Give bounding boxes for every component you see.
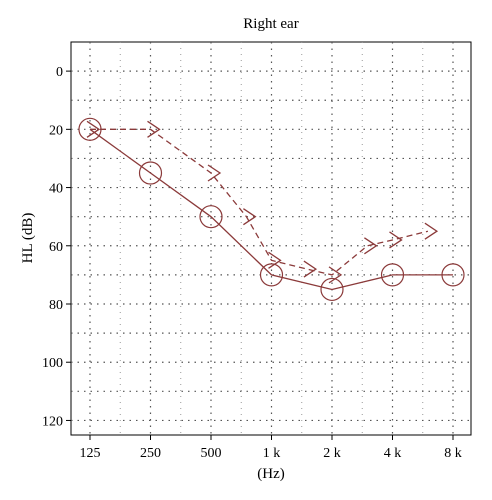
x-axis-ticks: 125 250 500 1 k 2 k 4 k 8 k bbox=[80, 435, 462, 461]
x-tick-label: 500 bbox=[201, 446, 222, 461]
data-point-chevron bbox=[243, 208, 257, 226]
data-point-chevron bbox=[86, 120, 101, 138]
data-point-chevron bbox=[364, 237, 378, 255]
y-tick-label: 40 bbox=[49, 182, 63, 197]
data-point-chevron bbox=[389, 231, 403, 249]
data-point-chevron bbox=[424, 222, 439, 240]
chart-title: Right ear bbox=[243, 16, 298, 32]
x-tick-label: 4 k bbox=[384, 446, 402, 461]
x-tick-label: 250 bbox=[140, 446, 161, 461]
data-point-chevron bbox=[303, 260, 318, 278]
x-tick-label: 8 k bbox=[444, 446, 462, 461]
y-tick-label: 120 bbox=[42, 414, 63, 429]
y-tick-label: 0 bbox=[56, 65, 63, 80]
series-line-1 bbox=[89, 128, 453, 291]
y-tick-label: 60 bbox=[49, 240, 63, 255]
y-tick-label: 20 bbox=[49, 123, 63, 138]
data-point-circle bbox=[199, 205, 223, 229]
y-axis-ticks: 0 20 40 60 80 100 120 bbox=[42, 65, 71, 429]
series-line-2 bbox=[90, 128, 429, 276]
data-point-chevron bbox=[268, 251, 282, 269]
data-point-circle bbox=[259, 263, 284, 287]
y-axis-label: HL (dB) bbox=[20, 213, 36, 264]
x-tick-label: 1 k bbox=[263, 446, 281, 461]
x-tick-label: 2 k bbox=[323, 446, 341, 461]
data-point-circle bbox=[138, 161, 163, 185]
data-point-chevron bbox=[328, 266, 343, 284]
x-axis-label: (Hz) bbox=[257, 466, 284, 482]
grid bbox=[71, 42, 471, 435]
x-tick-label: 125 bbox=[80, 446, 101, 461]
y-tick-label: 80 bbox=[49, 298, 63, 313]
series-group bbox=[78, 117, 465, 302]
data-point-chevron bbox=[147, 120, 161, 138]
data-point-circle bbox=[380, 263, 405, 287]
data-point-circle bbox=[441, 263, 465, 287]
data-point-chevron bbox=[207, 164, 222, 182]
y-tick-label: 100 bbox=[42, 356, 63, 371]
data-point-circle bbox=[320, 277, 344, 302]
